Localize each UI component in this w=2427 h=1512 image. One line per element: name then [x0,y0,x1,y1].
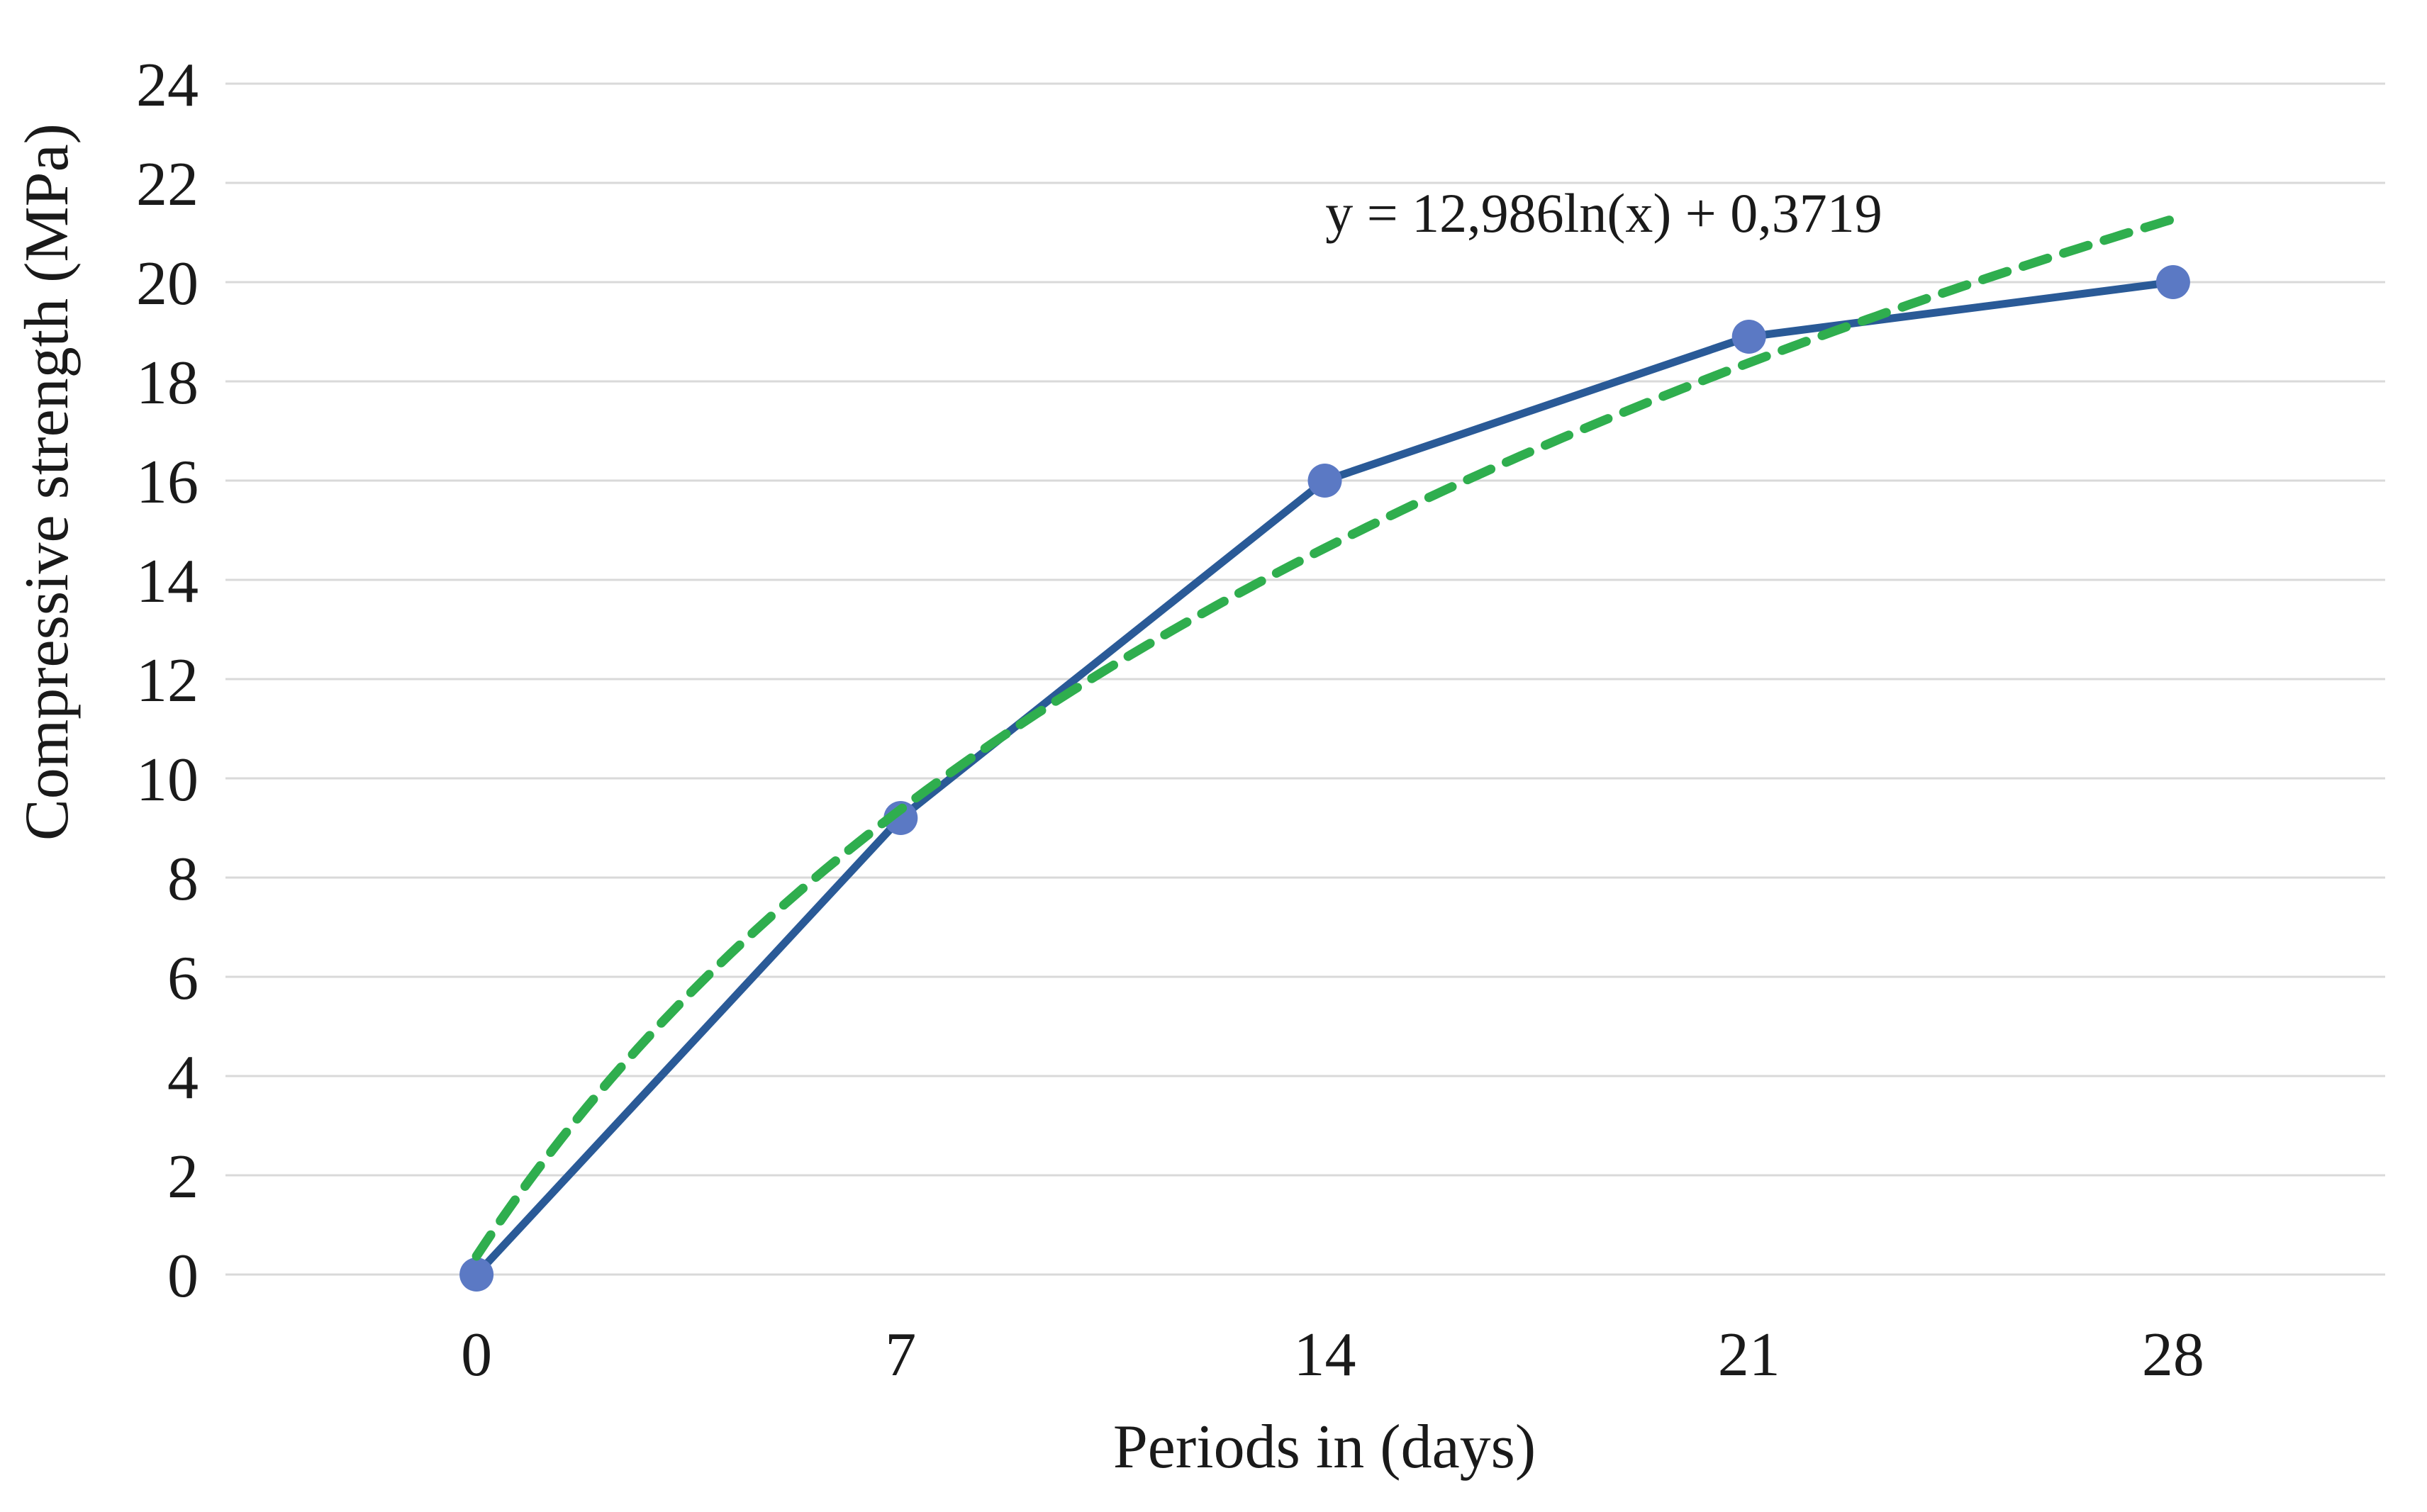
y-tick-label: 14 [136,547,199,616]
x-tick-label: 0 [461,1321,492,1389]
x-tick-label: 21 [1718,1321,1780,1389]
y-tick-label: 24 [136,51,199,120]
y-tick-label: 12 [136,646,199,715]
y-tick-label: 10 [136,746,199,814]
x-tick-label: 14 [1294,1321,1356,1389]
y-tick-label: 6 [167,944,199,1013]
data-point-marker [2155,265,2190,299]
data-series [459,265,2190,1292]
logarithmic-trendline [472,214,2178,1261]
y-tick-label: 22 [136,150,199,219]
data-point-marker [883,801,918,835]
x-axis-tick-labels: 0 7 14 21 28 [461,1321,2204,1389]
trendline-equation-label: y = 12,986ln(x) + 0,3719 [1325,182,1882,244]
y-tick-label: 2 [167,1143,199,1211]
data-point-marker [1307,464,1342,498]
trendline-layer [472,214,2178,1261]
x-tick-label: 28 [2142,1321,2204,1389]
y-tick-label: 0 [167,1242,199,1311]
gridlines [225,82,2385,1276]
y-tick-label: 20 [136,250,199,318]
data-point-marker [459,1258,494,1292]
y-tick-label: 4 [167,1043,199,1112]
x-tick-label: 7 [885,1321,916,1389]
data-point-marker [1731,320,1766,354]
y-tick-label: 16 [136,448,199,517]
y-tick-label: 18 [136,349,199,418]
x-axis-title: Periods in (days) [1113,1413,1536,1482]
y-axis-title: Compressive strength (MPa) [13,123,82,841]
y-tick-label: 8 [167,845,199,914]
